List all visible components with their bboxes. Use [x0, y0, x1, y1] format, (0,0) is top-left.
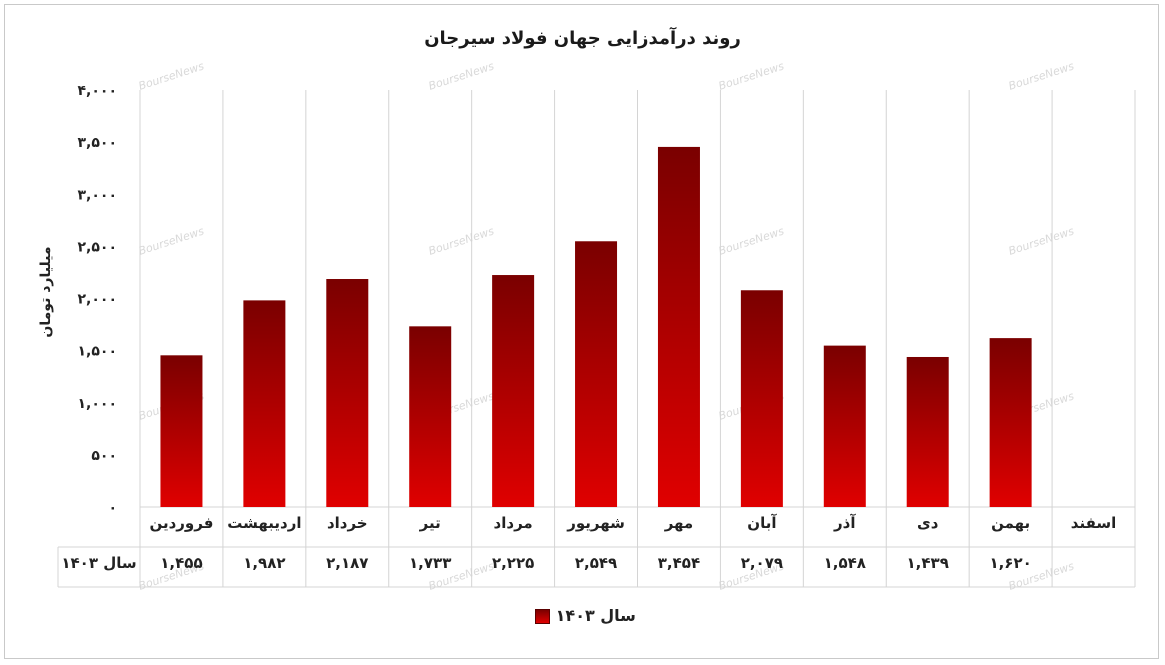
data-table-value: ۲,۱۸۷: [326, 554, 368, 572]
bar: [492, 275, 535, 507]
y-tick-label: ۵۰۰: [91, 448, 117, 464]
bar: [657, 146, 700, 507]
watermark-text: BourseNews: [717, 59, 786, 92]
y-tick-label: ۰: [108, 500, 117, 516]
table-series-label: سال ۱۴۰۳: [61, 554, 136, 572]
data-table-value: ۱,۷۳۳: [409, 554, 451, 572]
y-tick-label: ۴,۰۰۰: [78, 83, 118, 99]
bar: [326, 279, 369, 507]
x-tick-label: مهر: [664, 514, 694, 532]
x-tick-label: مرداد: [494, 514, 533, 532]
legend-swatch: [535, 609, 551, 624]
bar: [823, 345, 866, 507]
data-table-value: ۱,۶۲۰: [989, 554, 1031, 572]
bar: [160, 355, 203, 507]
x-tick-label: فروردین: [149, 514, 213, 532]
bar: [906, 356, 949, 507]
y-tick-label: ۲,۰۰۰: [78, 292, 118, 308]
y-tick-label: ۱,۰۰۰: [78, 396, 118, 412]
watermark-text: BourseNews: [427, 224, 496, 257]
watermark-text: BourseNews: [427, 59, 496, 92]
x-tick-label: تیر: [419, 514, 441, 532]
y-tick-label: ۳,۰۰۰: [78, 187, 118, 203]
y-tick-label: ۲,۵۰۰: [78, 239, 118, 255]
x-tick-label: شهریور: [566, 514, 625, 532]
watermark-text: BourseNews: [137, 59, 206, 92]
legend-label: سال ۱۴۰۳: [555, 606, 636, 625]
x-tick-label: اردیبهشت: [227, 514, 301, 532]
data-table-value: ۲,۰۷۹: [741, 554, 783, 572]
x-tick-label: آذر: [833, 514, 856, 532]
data-table-value: ۱,۵۴۸: [824, 554, 866, 572]
data-table-value: ۱,۹۸۲: [243, 554, 285, 572]
y-tick-label: ۳,۵۰۰: [78, 135, 118, 151]
data-table-value: ۱,۴۵۵: [160, 554, 202, 572]
chart-legend: سال ۱۴۰۳: [0, 606, 1165, 625]
watermark-text: BourseNews: [717, 224, 786, 257]
x-tick-label: خرداد: [327, 514, 368, 532]
x-tick-label: بهمن: [991, 514, 1030, 532]
bar: [243, 300, 286, 507]
x-tick-label: اسفند: [1071, 514, 1116, 532]
x-tick-label: دی: [917, 514, 939, 532]
bar: [740, 290, 783, 507]
watermark-text: BourseNews: [137, 224, 206, 257]
bar: [575, 241, 618, 507]
bar: [989, 338, 1032, 507]
watermark-text: BourseNews: [1007, 59, 1076, 92]
bar: [409, 326, 452, 507]
chart-plot: BourseNews BourseNews BourseNews BourseNews…: [57, 59, 1136, 593]
x-tick-label: آبان: [747, 514, 777, 532]
data-table-value: ۱,۴۳۹: [907, 554, 949, 572]
y-tick-label: ۱,۵۰۰: [78, 344, 118, 360]
watermark-text: BourseNews: [1007, 224, 1076, 257]
chart-title: روند درآمدزایی جهان فولاد سیرجان: [424, 28, 741, 49]
data-table-value: ۲,۲۲۵: [492, 554, 534, 572]
data-table-value: ۲,۵۴۹: [575, 554, 617, 572]
data-table-value: ۳,۴۵۴: [658, 554, 700, 572]
